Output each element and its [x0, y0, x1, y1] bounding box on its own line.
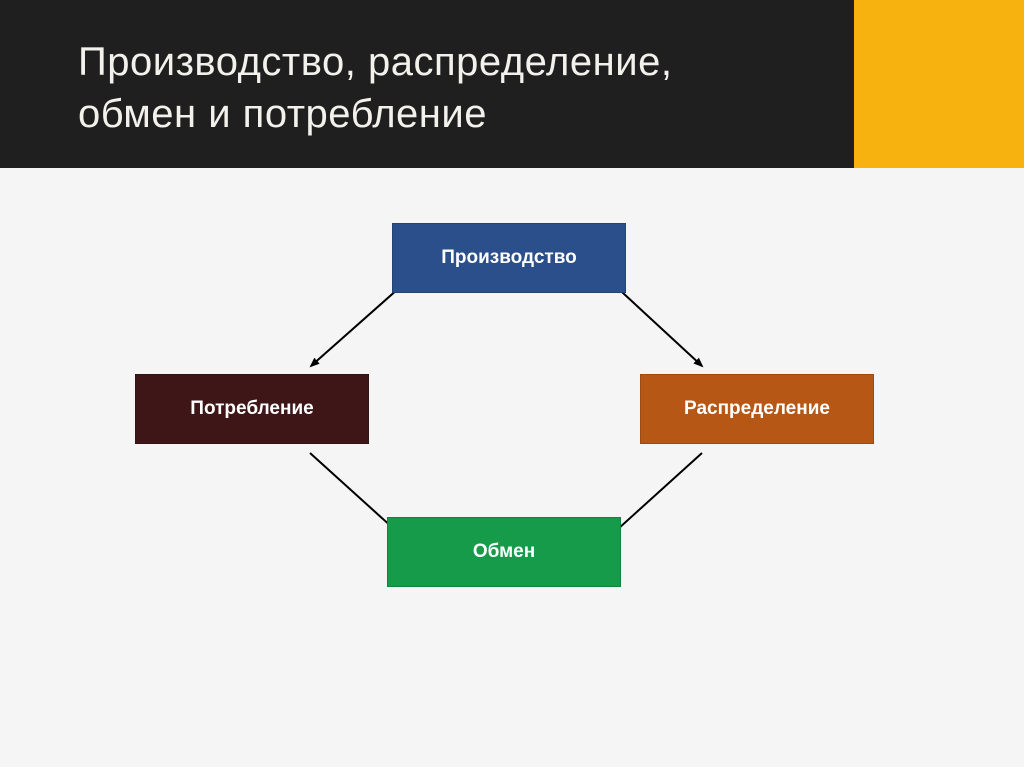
header-accent-block: [854, 0, 1024, 168]
edge-production-to-distribution: [610, 281, 702, 366]
node-consumption: Потребление: [135, 374, 369, 444]
slide-header: Производство, распределение, обмен и пот…: [0, 0, 1024, 168]
node-production: Производство: [392, 223, 626, 293]
node-exchange: Обмен: [387, 517, 621, 587]
slide-title: Производство, распределение, обмен и пот…: [78, 36, 672, 140]
node-distribution: Распределение: [640, 374, 874, 444]
title-line-1: Производство, распределение,: [78, 40, 672, 84]
edge-production-to-consumption: [311, 281, 407, 366]
title-line-2: обмен и потребление: [78, 92, 487, 136]
edge-distribution-to-exchange: [608, 453, 702, 538]
diagram-area: Производство Потребление Распределение Обме…: [0, 168, 1024, 767]
